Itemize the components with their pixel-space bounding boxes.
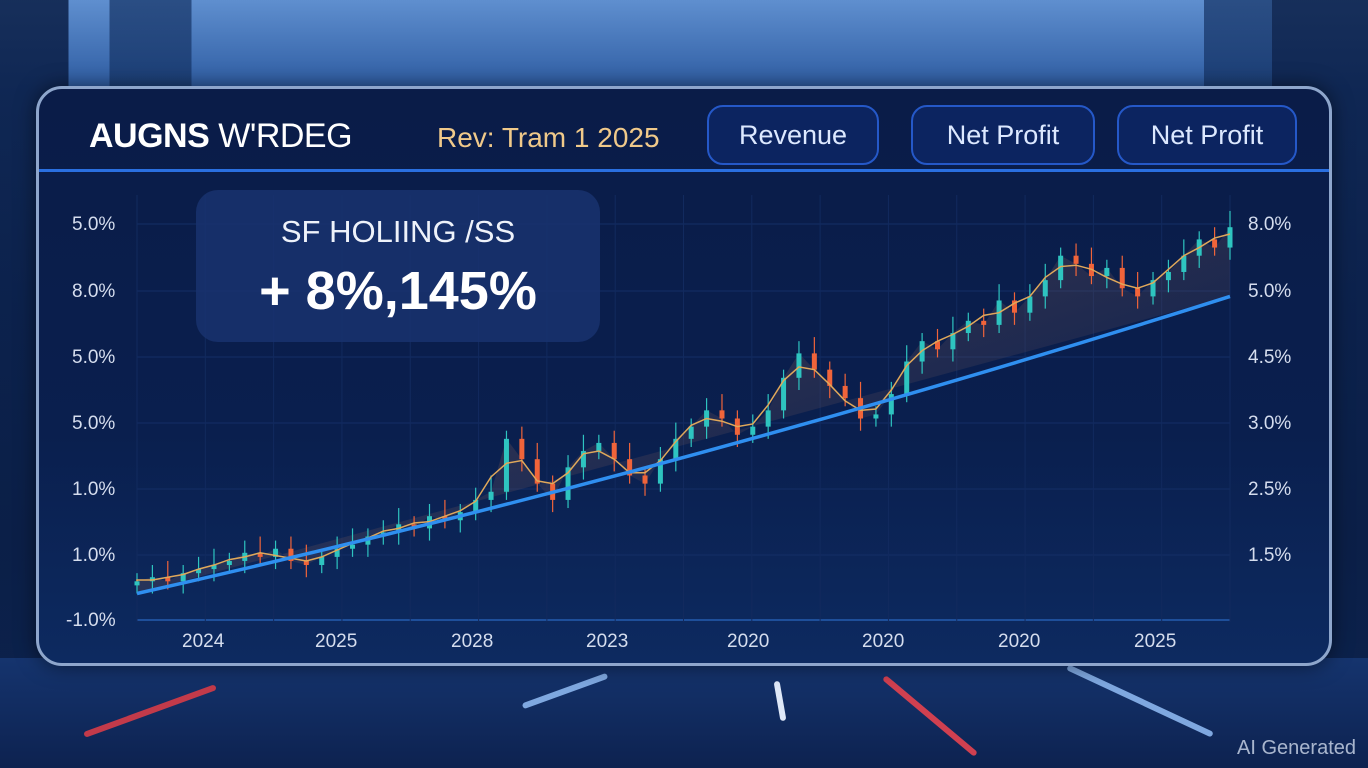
- y-axis-right-tick: 2.5%: [1248, 479, 1292, 500]
- kpi-card: SF HOLIING /SS + 8%,145%: [196, 190, 600, 342]
- x-axis-tick: 2020: [998, 631, 1041, 652]
- candle-body: [873, 414, 879, 419]
- y-axis-right-tick: 5.0%: [1248, 281, 1292, 302]
- candle-body: [580, 451, 586, 468]
- candle-body: [673, 438, 679, 460]
- x-axis-tick: 2020: [727, 631, 770, 652]
- panel-header: AUGNS W'RDEG Rev: Tram 1 2025 Revenue Ne…: [39, 89, 1329, 172]
- candle-body: [1104, 267, 1110, 277]
- candle-body: [534, 459, 540, 484]
- background-road: [0, 658, 1368, 768]
- candle-body: [1073, 255, 1079, 264]
- candle-body: [719, 410, 725, 419]
- candle-body: [750, 426, 756, 435]
- report-subtitle: Rev: Tram 1 2025: [437, 122, 660, 153]
- watermark: AI Generated: [1237, 737, 1356, 759]
- candle-body: [1181, 255, 1187, 272]
- x-axis-tick: 2020: [862, 631, 905, 652]
- y-axis-left-tick: -1.0%: [66, 610, 116, 631]
- candle-body: [350, 544, 356, 549]
- candle-body: [765, 410, 771, 427]
- candle-body: [1027, 296, 1033, 313]
- x-axis-tick: 2025: [1134, 631, 1177, 652]
- candle-body: [657, 459, 663, 484]
- candle-body: [273, 548, 279, 557]
- candle-body: [796, 353, 802, 378]
- candle-body: [950, 333, 956, 350]
- candle-body: [642, 475, 648, 484]
- x-axis-tick: 2025: [315, 631, 358, 652]
- moving-average-line: [136, 233, 1231, 582]
- y-axis-right-tick: 8.0%: [1248, 214, 1292, 235]
- y-axis-right-tick: 4.5%: [1248, 347, 1292, 368]
- candle-body: [1119, 267, 1125, 289]
- x-axis-tick: 2023: [586, 631, 629, 652]
- kpi-title: SF HOLIING /SS: [280, 214, 516, 249]
- candle-body: [303, 560, 309, 566]
- candle-body: [1150, 280, 1156, 297]
- revenue-button[interactable]: Revenue: [707, 105, 879, 165]
- candle-body: [888, 394, 894, 415]
- candle-body: [257, 552, 263, 557]
- y-axis-left-tick: 8.0%: [72, 281, 116, 302]
- net-profit-button[interactable]: Net Profit: [911, 105, 1095, 165]
- candle-body: [611, 442, 617, 460]
- candle-body: [226, 560, 232, 566]
- trend-line: [136, 294, 1231, 596]
- candle-body: [1011, 300, 1017, 313]
- candle-body: [981, 320, 987, 325]
- candle-body: [935, 341, 941, 350]
- candle-body: [1165, 271, 1171, 281]
- candle-body: [1212, 239, 1218, 248]
- candle-body: [288, 548, 294, 561]
- brand-bold: AUGNS: [89, 117, 210, 155]
- candle-body: [627, 459, 633, 476]
- candle-body: [1042, 280, 1048, 297]
- candle-body: [211, 565, 217, 570]
- candle-body: [596, 442, 602, 452]
- candle-body: [503, 438, 509, 492]
- y-axis-right-tick: 3.0%: [1248, 413, 1292, 434]
- x-axis-tick: 2028: [451, 631, 494, 652]
- y-axis-left-tick: 5.0%: [72, 413, 116, 434]
- y-axis-left-tick: 1.0%: [72, 545, 116, 566]
- candle-body: [842, 385, 848, 399]
- candle-body: [473, 499, 479, 513]
- candle-body: [781, 377, 787, 411]
- y-axis-left-tick: 5.0%: [72, 214, 116, 235]
- candle-body: [488, 491, 494, 500]
- candle-body: [688, 426, 694, 439]
- candle-body: [1058, 255, 1064, 281]
- candle-body: [904, 361, 910, 395]
- x-axis-tick: 2024: [182, 631, 225, 652]
- candle-body: [319, 556, 325, 566]
- candle-body: [180, 573, 186, 582]
- y-axis-left-tick: 5.0%: [72, 347, 116, 368]
- candle-body: [134, 581, 140, 586]
- candle-body: [1135, 288, 1141, 297]
- candle-body: [565, 467, 571, 500]
- candle-body: [811, 353, 817, 370]
- candle-body: [196, 569, 202, 574]
- brand-title: AUGNS W'RDEG: [89, 117, 353, 156]
- candle-body: [334, 548, 340, 557]
- y-axis-left-tick: 1.0%: [72, 479, 116, 500]
- candle-body: [827, 369, 833, 386]
- candle-body: [165, 577, 171, 582]
- net-profit-button-2[interactable]: Net Profit: [1117, 105, 1297, 165]
- y-axis-right-tick: 1.5%: [1248, 545, 1292, 566]
- candle-body: [1227, 227, 1233, 248]
- brand-rest: W'RDEG: [209, 117, 353, 155]
- candle-body: [519, 438, 525, 460]
- kpi-value: + 8%,145%: [259, 261, 537, 321]
